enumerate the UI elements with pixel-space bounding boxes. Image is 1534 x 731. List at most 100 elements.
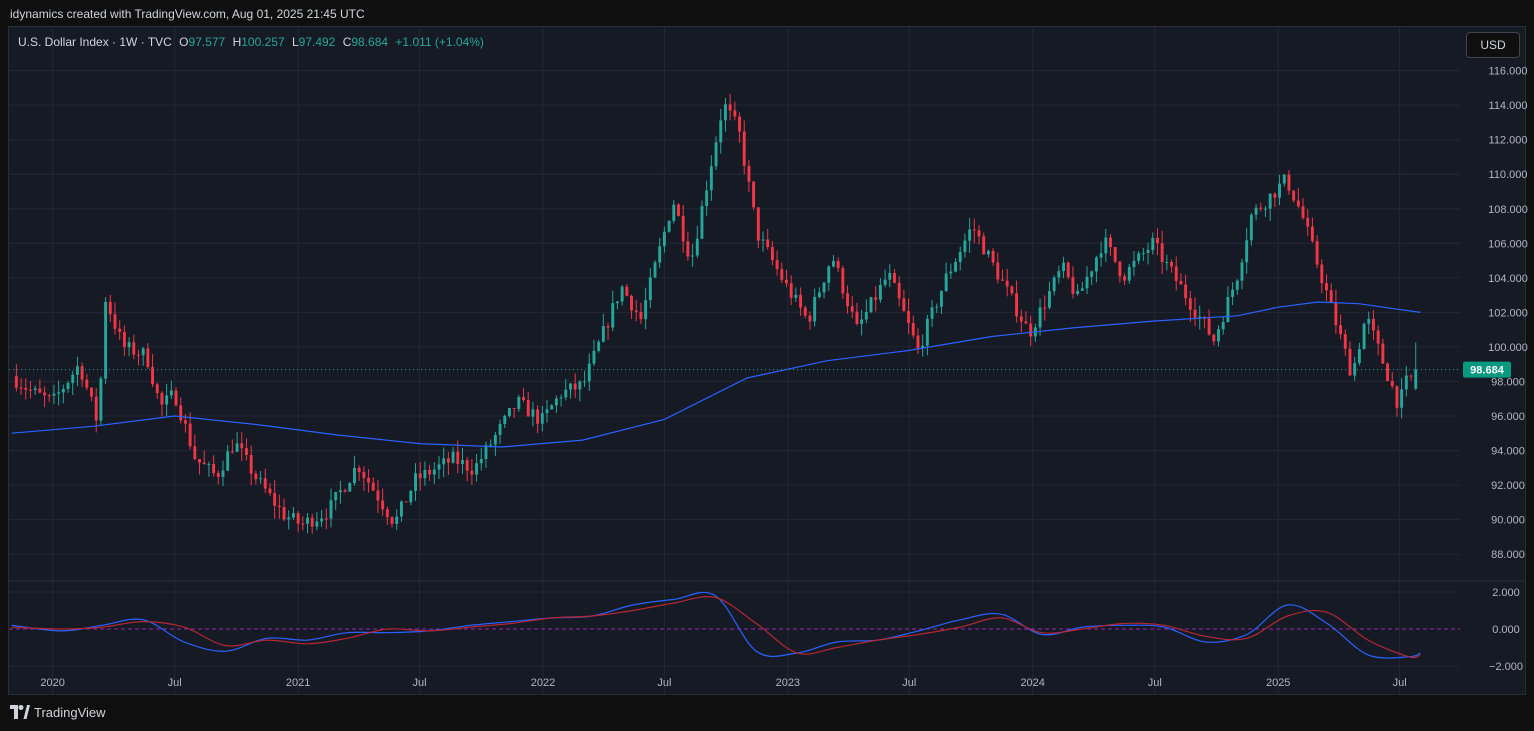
candle-body bbox=[423, 469, 427, 479]
candle-body bbox=[174, 390, 178, 406]
x-tick-label: Jul bbox=[413, 677, 427, 689]
candle-body bbox=[245, 448, 248, 455]
candle-body bbox=[282, 507, 286, 520]
candle-body bbox=[939, 290, 943, 307]
candle-body bbox=[1207, 318, 1211, 335]
candle-body bbox=[428, 469, 432, 475]
candle-body bbox=[592, 350, 596, 364]
candle-body bbox=[1334, 302, 1338, 326]
candle-body bbox=[249, 454, 253, 474]
candle-body bbox=[1137, 253, 1141, 261]
candle-body bbox=[1315, 241, 1319, 265]
candle-body bbox=[33, 388, 37, 391]
candle-body bbox=[573, 383, 577, 390]
candle-body bbox=[484, 445, 488, 459]
candle-body bbox=[1376, 330, 1380, 344]
y-tick-label: 116.000 bbox=[1489, 66, 1528, 78]
candle-body bbox=[550, 405, 554, 410]
chart-caption: idynamics created with TradingView.com, … bbox=[10, 7, 365, 21]
candle-body bbox=[653, 262, 657, 278]
candle-body bbox=[446, 458, 450, 463]
candle-body bbox=[625, 286, 629, 296]
candle-body bbox=[761, 239, 765, 241]
candle-body bbox=[1400, 389, 1404, 408]
candle-body bbox=[719, 120, 723, 143]
y-tick-label: 92.000 bbox=[1491, 480, 1525, 492]
candle-body bbox=[686, 241, 690, 257]
candle-body bbox=[456, 451, 460, 464]
candle-body bbox=[545, 409, 549, 414]
osc-y-tick-label: −2.000 bbox=[1489, 661, 1523, 673]
y-tick-label: 114.000 bbox=[1489, 100, 1528, 112]
candle-body bbox=[1249, 214, 1253, 241]
candle-body bbox=[432, 469, 436, 475]
candle-body bbox=[127, 342, 131, 348]
candle-body bbox=[113, 314, 117, 329]
footer-brand[interactable]: TradingView bbox=[10, 705, 106, 720]
candle-body bbox=[498, 424, 502, 435]
candle-body bbox=[1217, 329, 1220, 342]
candle-body bbox=[996, 262, 1000, 280]
legend-symbol[interactable]: U.S. Dollar Index · 1W · TVC bbox=[18, 35, 172, 49]
candle-body bbox=[958, 251, 962, 263]
candle-body bbox=[1080, 288, 1084, 291]
candle-body bbox=[1076, 290, 1080, 294]
candle-body bbox=[799, 294, 803, 308]
candle-body bbox=[169, 390, 173, 396]
candle-body bbox=[1404, 375, 1408, 390]
candle-body bbox=[1264, 208, 1267, 210]
candle-body bbox=[907, 311, 911, 323]
symbol-legend: U.S. Dollar Index · 1W · TVC O97.577 H10… bbox=[18, 35, 484, 49]
candle-body bbox=[442, 458, 446, 465]
candle-body bbox=[512, 408, 516, 410]
candle-body bbox=[1160, 243, 1164, 263]
candle-body bbox=[94, 396, 98, 421]
candle-body bbox=[742, 131, 746, 166]
candle-body bbox=[1282, 174, 1286, 184]
currency-button[interactable]: USD bbox=[1466, 32, 1520, 58]
y-tick-label: 106.000 bbox=[1488, 238, 1528, 250]
candle-body bbox=[14, 376, 18, 388]
candle-body bbox=[864, 311, 868, 320]
candle-body bbox=[489, 444, 493, 446]
candle-body bbox=[536, 409, 540, 424]
candle-body bbox=[611, 303, 615, 328]
candle-body bbox=[1024, 321, 1028, 324]
candle-body bbox=[301, 523, 305, 525]
chart-frame[interactable] bbox=[8, 26, 1526, 695]
candle-body bbox=[991, 250, 995, 263]
candle-body bbox=[916, 335, 920, 349]
candle-body bbox=[1395, 386, 1399, 408]
legend-change-value: +1.011 (+1.04%) bbox=[395, 35, 484, 49]
candle-body bbox=[738, 116, 741, 132]
candle-body bbox=[52, 393, 56, 396]
y-tick-label: 104.000 bbox=[1488, 273, 1528, 285]
candle-body bbox=[479, 458, 483, 464]
candle-body bbox=[268, 488, 272, 494]
candle-body bbox=[1118, 261, 1122, 277]
candle-body bbox=[1038, 307, 1042, 328]
candle-body bbox=[1367, 318, 1371, 324]
candle-body bbox=[714, 142, 718, 167]
candle-body bbox=[944, 273, 948, 291]
candle-body bbox=[1104, 237, 1108, 254]
candle-body bbox=[1221, 321, 1225, 330]
y-tick-label: 110.000 bbox=[1489, 169, 1528, 181]
candle-body bbox=[1301, 206, 1305, 218]
legend-low-value: 97.492 bbox=[298, 35, 336, 49]
candle-body bbox=[977, 230, 981, 237]
candle-body bbox=[1259, 207, 1263, 209]
candle-body bbox=[949, 271, 953, 274]
legend-close-value: 98.684 bbox=[351, 35, 389, 49]
legend-low-label: L bbox=[291, 35, 299, 49]
candle-body bbox=[648, 277, 652, 301]
oscillator-fast-line bbox=[11, 591, 1421, 659]
candle-body bbox=[583, 381, 587, 383]
candle-body bbox=[132, 342, 136, 355]
candle-body bbox=[794, 294, 798, 298]
candle-body bbox=[1066, 262, 1070, 278]
candle-body bbox=[207, 464, 211, 466]
last-price-tag bbox=[1463, 361, 1511, 378]
candle-body bbox=[888, 272, 892, 280]
